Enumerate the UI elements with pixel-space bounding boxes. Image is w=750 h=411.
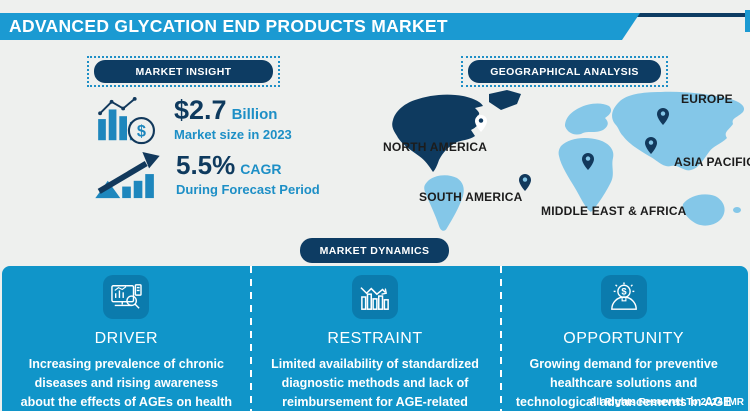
- market-size-caption: Market size in 2023: [174, 127, 292, 143]
- market-dynamics-heading: MARKET DYNAMICS: [300, 238, 449, 263]
- restraint-card: RESTRAINT Limited availability of standa…: [251, 266, 500, 411]
- geographical-analysis-heading: GEOGRAPHICAL ANALYSIS: [468, 60, 661, 83]
- title-banner: ADVANCED GLYCATION END PRODUCTS MARKET: [0, 13, 640, 40]
- opportunity-card: $ OPPORTUNITY Growing demand for prevent…: [499, 266, 748, 411]
- cagr-row: 5.5% CAGR During Forecast Period: [94, 150, 320, 200]
- map-pin-europe: [657, 108, 669, 125]
- cagr-unit: CAGR: [240, 161, 282, 177]
- svg-text:$: $: [621, 287, 627, 297]
- page-title: ADVANCED GLYCATION END PRODUCTS MARKET: [9, 16, 448, 36]
- market-size-value: $2.7: [174, 95, 227, 125]
- market-dynamics-strip: DRIVER Increasing prevalence of chronic …: [2, 266, 748, 411]
- driver-text: Increasing prevalence of chronic disease…: [20, 357, 232, 409]
- opportunity-title: OPPORTUNITY: [563, 330, 685, 347]
- growth-arrow-chart-icon: [95, 152, 160, 199]
- market-size-unit: Billion: [231, 106, 278, 123]
- region-label-asia-pacific: ASIA PACIFIC: [674, 155, 750, 169]
- right-edge-accent: [745, 10, 750, 32]
- geographical-analysis-dotted-frame: GEOGRAPHICAL ANALYSIS: [461, 56, 668, 87]
- world-map: [392, 90, 745, 231]
- restraint-title: RESTRAINT: [327, 330, 423, 347]
- region-label-south-america: SOUTH AMERICA: [419, 190, 523, 204]
- copyright-note: All Rights Reserved To 2024 IMR: [589, 397, 744, 408]
- region-label-north-america: NORTH AMERICA: [383, 140, 488, 154]
- cagr-caption: During Forecast Period: [176, 182, 320, 198]
- map-pin-middle-east-africa: [582, 153, 594, 170]
- opportunity-text: Growing demand for preventive healthcare…: [515, 357, 732, 409]
- declining-bars-arrow-icon: [352, 275, 398, 319]
- cagr-value: 5.5%: [176, 150, 236, 180]
- restraint-text: Limited availability of standardized dia…: [271, 357, 479, 409]
- svg-text:$: $: [137, 122, 146, 140]
- map-pin-asia-pacific: [645, 137, 657, 154]
- title-rule-line: [555, 13, 750, 17]
- market-insight-heading: MARKET INSIGHT: [94, 60, 273, 83]
- region-label-europe: EUROPE: [681, 92, 733, 106]
- market-insight-dotted-frame: MARKET INSIGHT: [87, 56, 280, 87]
- region-label-middle-east-africa: MIDDLE EAST & AFRICA: [541, 204, 687, 218]
- driver-title: DRIVER: [94, 330, 159, 347]
- bar-chart-dollar-coin-icon: $: [98, 96, 155, 145]
- monitor-chart-magnifier-icon: [103, 275, 150, 319]
- map-pin-south-america: [519, 174, 531, 191]
- driver-card: DRIVER Increasing prevalence of chronic …: [2, 266, 251, 411]
- card-separator: [250, 266, 252, 411]
- card-separator: [500, 266, 502, 411]
- market-size-row: $ $2.7 Billion Market size in 2023: [96, 96, 292, 146]
- dollar-lightbulb-icon: $: [600, 275, 647, 319]
- map-pin-north-america: [475, 115, 487, 132]
